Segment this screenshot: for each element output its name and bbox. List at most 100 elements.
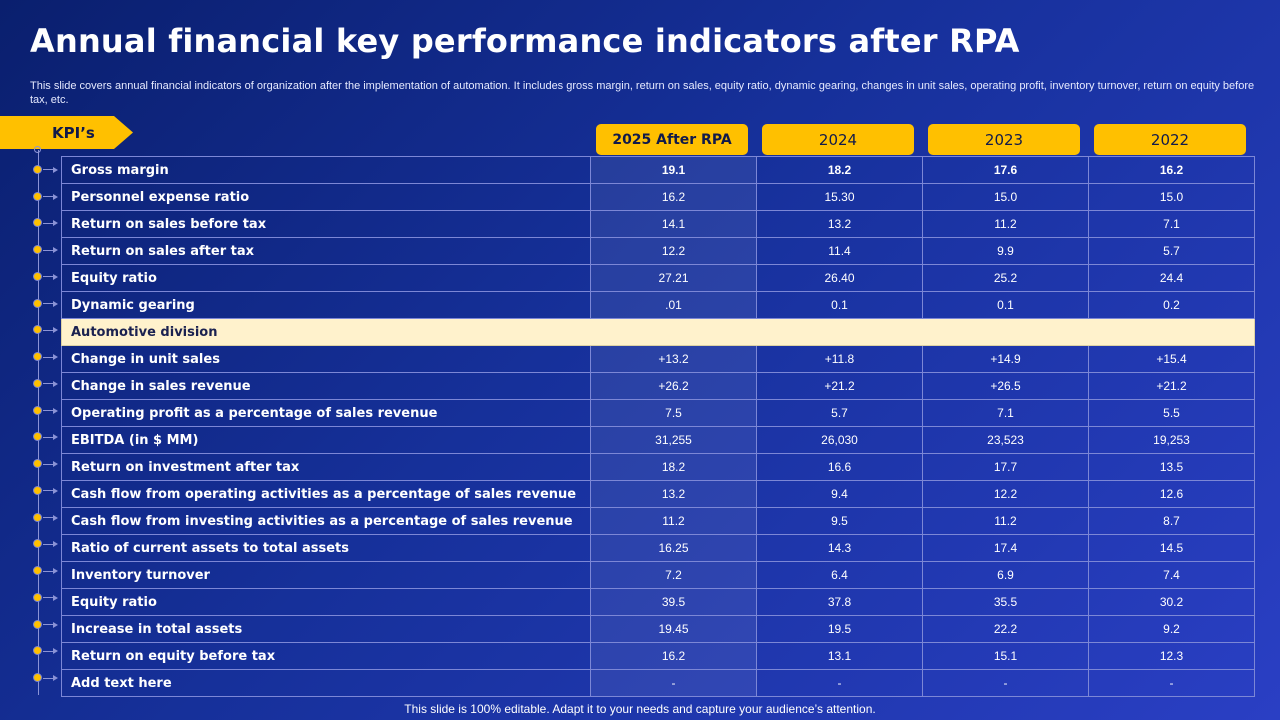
kpi-value: 12.2 — [922, 480, 1089, 508]
kpi-value: 9.9 — [922, 237, 1089, 265]
connector-line — [43, 490, 55, 492]
arrow-right-icon — [53, 327, 58, 334]
timeline-bullet — [33, 378, 42, 388]
kpi-label: Return on investment after tax — [61, 453, 591, 481]
kpi-tab: KPI’s — [0, 116, 133, 149]
timeline-bullet — [33, 646, 42, 656]
kpi-value: 8.7 — [1088, 507, 1255, 535]
arrow-right-icon — [53, 434, 58, 441]
connector-line — [43, 383, 55, 385]
timeline-bullet — [33, 619, 42, 629]
timeline-bullet — [33, 325, 42, 335]
kpi-value: +21.2 — [1088, 372, 1255, 400]
connector-line — [43, 196, 55, 198]
table-row: Return on investment after tax 18.2 16.6 17… — [61, 453, 1255, 481]
column-header-2025: 2025 After RPA — [596, 124, 748, 155]
kpi-value: - — [590, 669, 757, 697]
kpi-label: Return on equity before tax — [61, 642, 591, 670]
connector-line — [43, 463, 55, 465]
timeline-bullet — [33, 191, 42, 201]
kpi-value: 9.2 — [1088, 615, 1255, 643]
table-row: Personnel expense ratio 16.2 15.30 15.0 15.0 — [61, 183, 1255, 211]
kpi-value: 12.2 — [590, 237, 757, 265]
kpi-value: 16.6 — [756, 453, 923, 481]
arrow-right-icon — [53, 514, 58, 521]
table-row: Operating profit as a percentage of sale… — [61, 399, 1255, 427]
connector-line — [43, 410, 55, 412]
kpi-value: +26.2 — [590, 372, 757, 400]
kpi-value: 31,255 — [590, 426, 757, 454]
kpi-value: 18.2 — [756, 156, 923, 184]
connector-line — [43, 543, 55, 545]
kpi-value: 11.2 — [922, 210, 1089, 238]
column-header-2023: 2023 — [928, 124, 1080, 155]
table-row: Equity ratio 39.5 37.8 35.5 30.2 — [61, 588, 1255, 616]
timeline-bullet — [33, 245, 42, 255]
kpi-label: Cash flow from operating activities as a… — [61, 480, 591, 508]
arrow-right-icon — [53, 648, 58, 655]
connector-line — [43, 222, 55, 224]
footer-note: This slide is 100% editable. Adapt it to… — [404, 702, 876, 716]
connector-line — [43, 436, 55, 438]
kpi-value: 11.2 — [590, 507, 757, 535]
kpi-label: Personnel expense ratio — [61, 183, 591, 211]
kpi-label: Ratio of current assets to total assets — [61, 534, 591, 562]
connector-line — [43, 249, 55, 251]
table-row: Dynamic gearing .01 0.1 0.1 0.2 — [61, 291, 1255, 319]
kpi-value: 12.3 — [1088, 642, 1255, 670]
kpi-value: 23,523 — [922, 426, 1089, 454]
kpi-value: +13.2 — [590, 345, 757, 373]
kpi-value: 7.1 — [1088, 210, 1255, 238]
arrow-right-icon — [53, 273, 58, 280]
section-row: Automotive division — [61, 318, 1255, 346]
kpi-value: 6.4 — [756, 561, 923, 589]
arrow-right-icon — [53, 675, 58, 682]
kpi-value: 14.1 — [590, 210, 757, 238]
connector-line — [43, 169, 55, 171]
kpi-value: 17.4 — [922, 534, 1089, 562]
arrow-right-icon — [53, 354, 58, 361]
kpi-value: 7.1 — [922, 399, 1089, 427]
arrow-right-icon — [53, 407, 58, 414]
arrow-right-icon — [53, 461, 58, 468]
table-row: Equity ratio 27.21 26.40 25.2 24.4 — [61, 264, 1255, 292]
page-title: Annual financial key performance indicat… — [30, 22, 1020, 60]
kpi-value: 15.0 — [922, 183, 1089, 211]
kpi-value: - — [922, 669, 1089, 697]
kpi-value: 0.1 — [922, 291, 1089, 319]
timeline-bullet — [33, 432, 42, 442]
kpi-label: Add text here — [61, 669, 591, 697]
kpi-value: +11.8 — [756, 345, 923, 373]
connector-line — [43, 517, 55, 519]
connector-line — [43, 276, 55, 278]
kpi-value: 7.2 — [590, 561, 757, 589]
timeline-bullet — [33, 512, 42, 522]
page-subtitle: This slide covers annual financial indic… — [30, 80, 1255, 106]
kpi-value: 17.7 — [922, 453, 1089, 481]
arrow-right-icon — [53, 380, 58, 387]
column-header-2024: 2024 — [762, 124, 914, 155]
arrow-right-icon — [53, 541, 58, 548]
connector-line — [43, 303, 55, 305]
kpi-value: 13.1 — [756, 642, 923, 670]
kpi-table-body: Gross margin 19.1 18.2 17.6 16.2 Personnel ex… — [61, 156, 1255, 697]
arrow-right-icon — [53, 193, 58, 200]
kpi-value: 24.4 — [1088, 264, 1255, 292]
table-row: Change in sales revenue +26.2 +21.2 +26.5 +2… — [61, 372, 1255, 400]
table-row: Gross margin 19.1 18.2 17.6 16.2 — [61, 156, 1255, 184]
kpi-value: 11.4 — [756, 237, 923, 265]
table-row: Change in unit sales +13.2 +11.8 +14.9 +15.4 — [61, 345, 1255, 373]
kpi-value: 22.2 — [922, 615, 1089, 643]
arrow-right-icon — [53, 220, 58, 227]
timeline-bullet — [33, 164, 42, 174]
kpi-value: 14.3 — [756, 534, 923, 562]
kpi-value: 7.5 — [590, 399, 757, 427]
arrow-right-icon — [53, 300, 58, 307]
kpi-value: 5.7 — [756, 399, 923, 427]
kpi-value: 15.1 — [922, 642, 1089, 670]
kpi-value: 0.2 — [1088, 291, 1255, 319]
table-row: Cash flow from operating activities as a… — [61, 480, 1255, 508]
kpi-value: 15.0 — [1088, 183, 1255, 211]
kpi-label: Gross margin — [61, 156, 591, 184]
kpi-value: .01 — [590, 291, 757, 319]
